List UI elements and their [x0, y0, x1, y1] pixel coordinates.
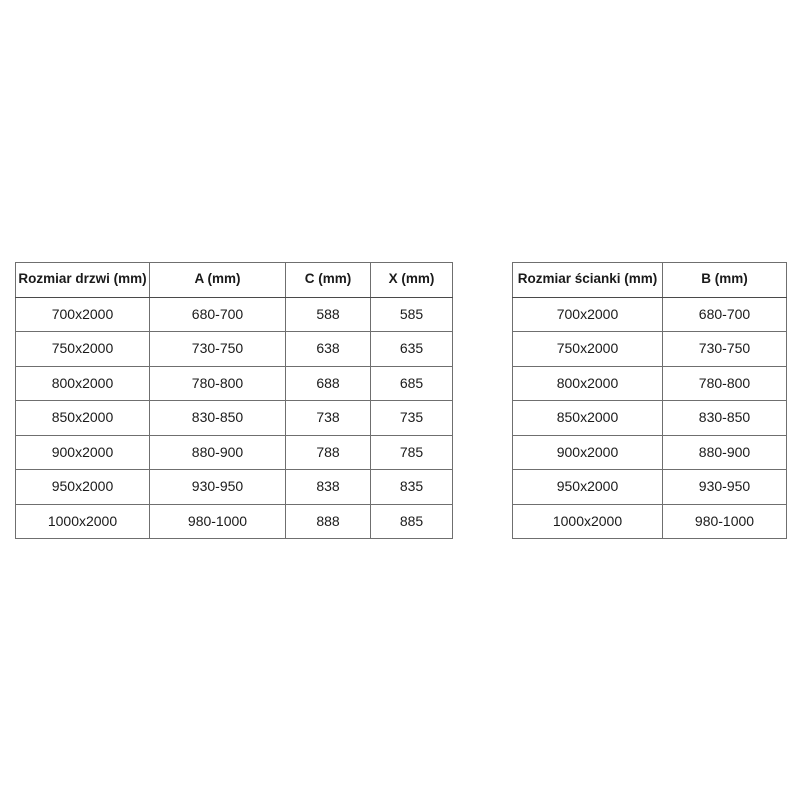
cell-door-size: 700x2000 [15, 296, 150, 332]
cell-x: 785 [370, 434, 453, 470]
wall-size-table: Rozmiar ścianki (mm) B (mm) 700x2000 680… [512, 262, 787, 539]
cell-x: 635 [370, 331, 453, 367]
specification-tables-area: Rozmiar drzwi (mm) A (mm) C (mm) X (mm) … [0, 262, 800, 540]
cell-door-size: 750x2000 [15, 331, 150, 367]
cell-wall-size: 850x2000 [512, 400, 663, 436]
cell-c: 788 [285, 434, 371, 470]
door-size-table-header: Rozmiar drzwi (mm) A (mm) C (mm) X (mm) [15, 262, 453, 298]
table-header-row: Rozmiar drzwi (mm) A (mm) C (mm) X (mm) [15, 262, 453, 298]
cell-wall-size: 700x2000 [512, 296, 663, 332]
table-header-row: Rozmiar ścianki (mm) B (mm) [512, 262, 787, 298]
cell-x: 685 [370, 365, 453, 401]
cell-door-size: 950x2000 [15, 469, 150, 505]
table-row: 800x2000 780-800 [512, 365, 787, 401]
table-row: 700x2000 680-700 [512, 296, 787, 332]
cell-a: 830-850 [149, 400, 286, 436]
wall-size-table-header: Rozmiar ścianki (mm) B (mm) [512, 262, 787, 298]
cell-door-size: 1000x2000 [15, 503, 150, 539]
column-header-a: A (mm) [149, 262, 286, 298]
table-row: 700x2000 680-700 588 585 [15, 296, 453, 332]
table-row: 950x2000 930-950 838 835 [15, 469, 453, 505]
cell-c: 588 [285, 296, 371, 332]
cell-c: 688 [285, 365, 371, 401]
cell-door-size: 900x2000 [15, 434, 150, 470]
cell-a: 880-900 [149, 434, 286, 470]
table-row: 850x2000 830-850 [512, 400, 787, 436]
column-header-door-size: Rozmiar drzwi (mm) [15, 262, 150, 298]
cell-x: 885 [370, 503, 453, 539]
table-row: 850x2000 830-850 738 735 [15, 400, 453, 436]
cell-c: 738 [285, 400, 371, 436]
cell-wall-size: 900x2000 [512, 434, 663, 470]
cell-c: 888 [285, 503, 371, 539]
column-header-c: C (mm) [285, 262, 371, 298]
cell-a: 730-750 [149, 331, 286, 367]
table-row: 800x2000 780-800 688 685 [15, 365, 453, 401]
table-row: 1000x2000 980-1000 [512, 503, 787, 539]
cell-a: 780-800 [149, 365, 286, 401]
table-row: 900x2000 880-900 788 785 [15, 434, 453, 470]
column-header-x: X (mm) [370, 262, 453, 298]
door-size-table: Rozmiar drzwi (mm) A (mm) C (mm) X (mm) … [15, 262, 453, 539]
cell-x: 835 [370, 469, 453, 505]
column-header-b: B (mm) [662, 262, 787, 298]
cell-a: 930-950 [149, 469, 286, 505]
cell-b: 930-950 [662, 469, 787, 505]
cell-wall-size: 750x2000 [512, 331, 663, 367]
cell-b: 980-1000 [662, 503, 787, 539]
cell-x: 735 [370, 400, 453, 436]
cell-wall-size: 950x2000 [512, 469, 663, 505]
cell-door-size: 850x2000 [15, 400, 150, 436]
cell-a: 980-1000 [149, 503, 286, 539]
table-row: 950x2000 930-950 [512, 469, 787, 505]
table-row: 1000x2000 980-1000 888 885 [15, 503, 453, 539]
cell-door-size: 800x2000 [15, 365, 150, 401]
table-row: 750x2000 730-750 [512, 331, 787, 367]
cell-a: 680-700 [149, 296, 286, 332]
cell-b: 730-750 [662, 331, 787, 367]
cell-b: 780-800 [662, 365, 787, 401]
cell-wall-size: 800x2000 [512, 365, 663, 401]
table-row: 750x2000 730-750 638 635 [15, 331, 453, 367]
column-header-wall-size: Rozmiar ścianki (mm) [512, 262, 663, 298]
cell-x: 585 [370, 296, 453, 332]
cell-c: 638 [285, 331, 371, 367]
cell-wall-size: 1000x2000 [512, 503, 663, 539]
wall-size-table-body: 700x2000 680-700 750x2000 730-750 800x20… [512, 296, 787, 539]
cell-b: 830-850 [662, 400, 787, 436]
cell-b: 680-700 [662, 296, 787, 332]
table-row: 900x2000 880-900 [512, 434, 787, 470]
cell-b: 880-900 [662, 434, 787, 470]
door-size-table-body: 700x2000 680-700 588 585 750x2000 730-75… [15, 296, 453, 539]
cell-c: 838 [285, 469, 371, 505]
